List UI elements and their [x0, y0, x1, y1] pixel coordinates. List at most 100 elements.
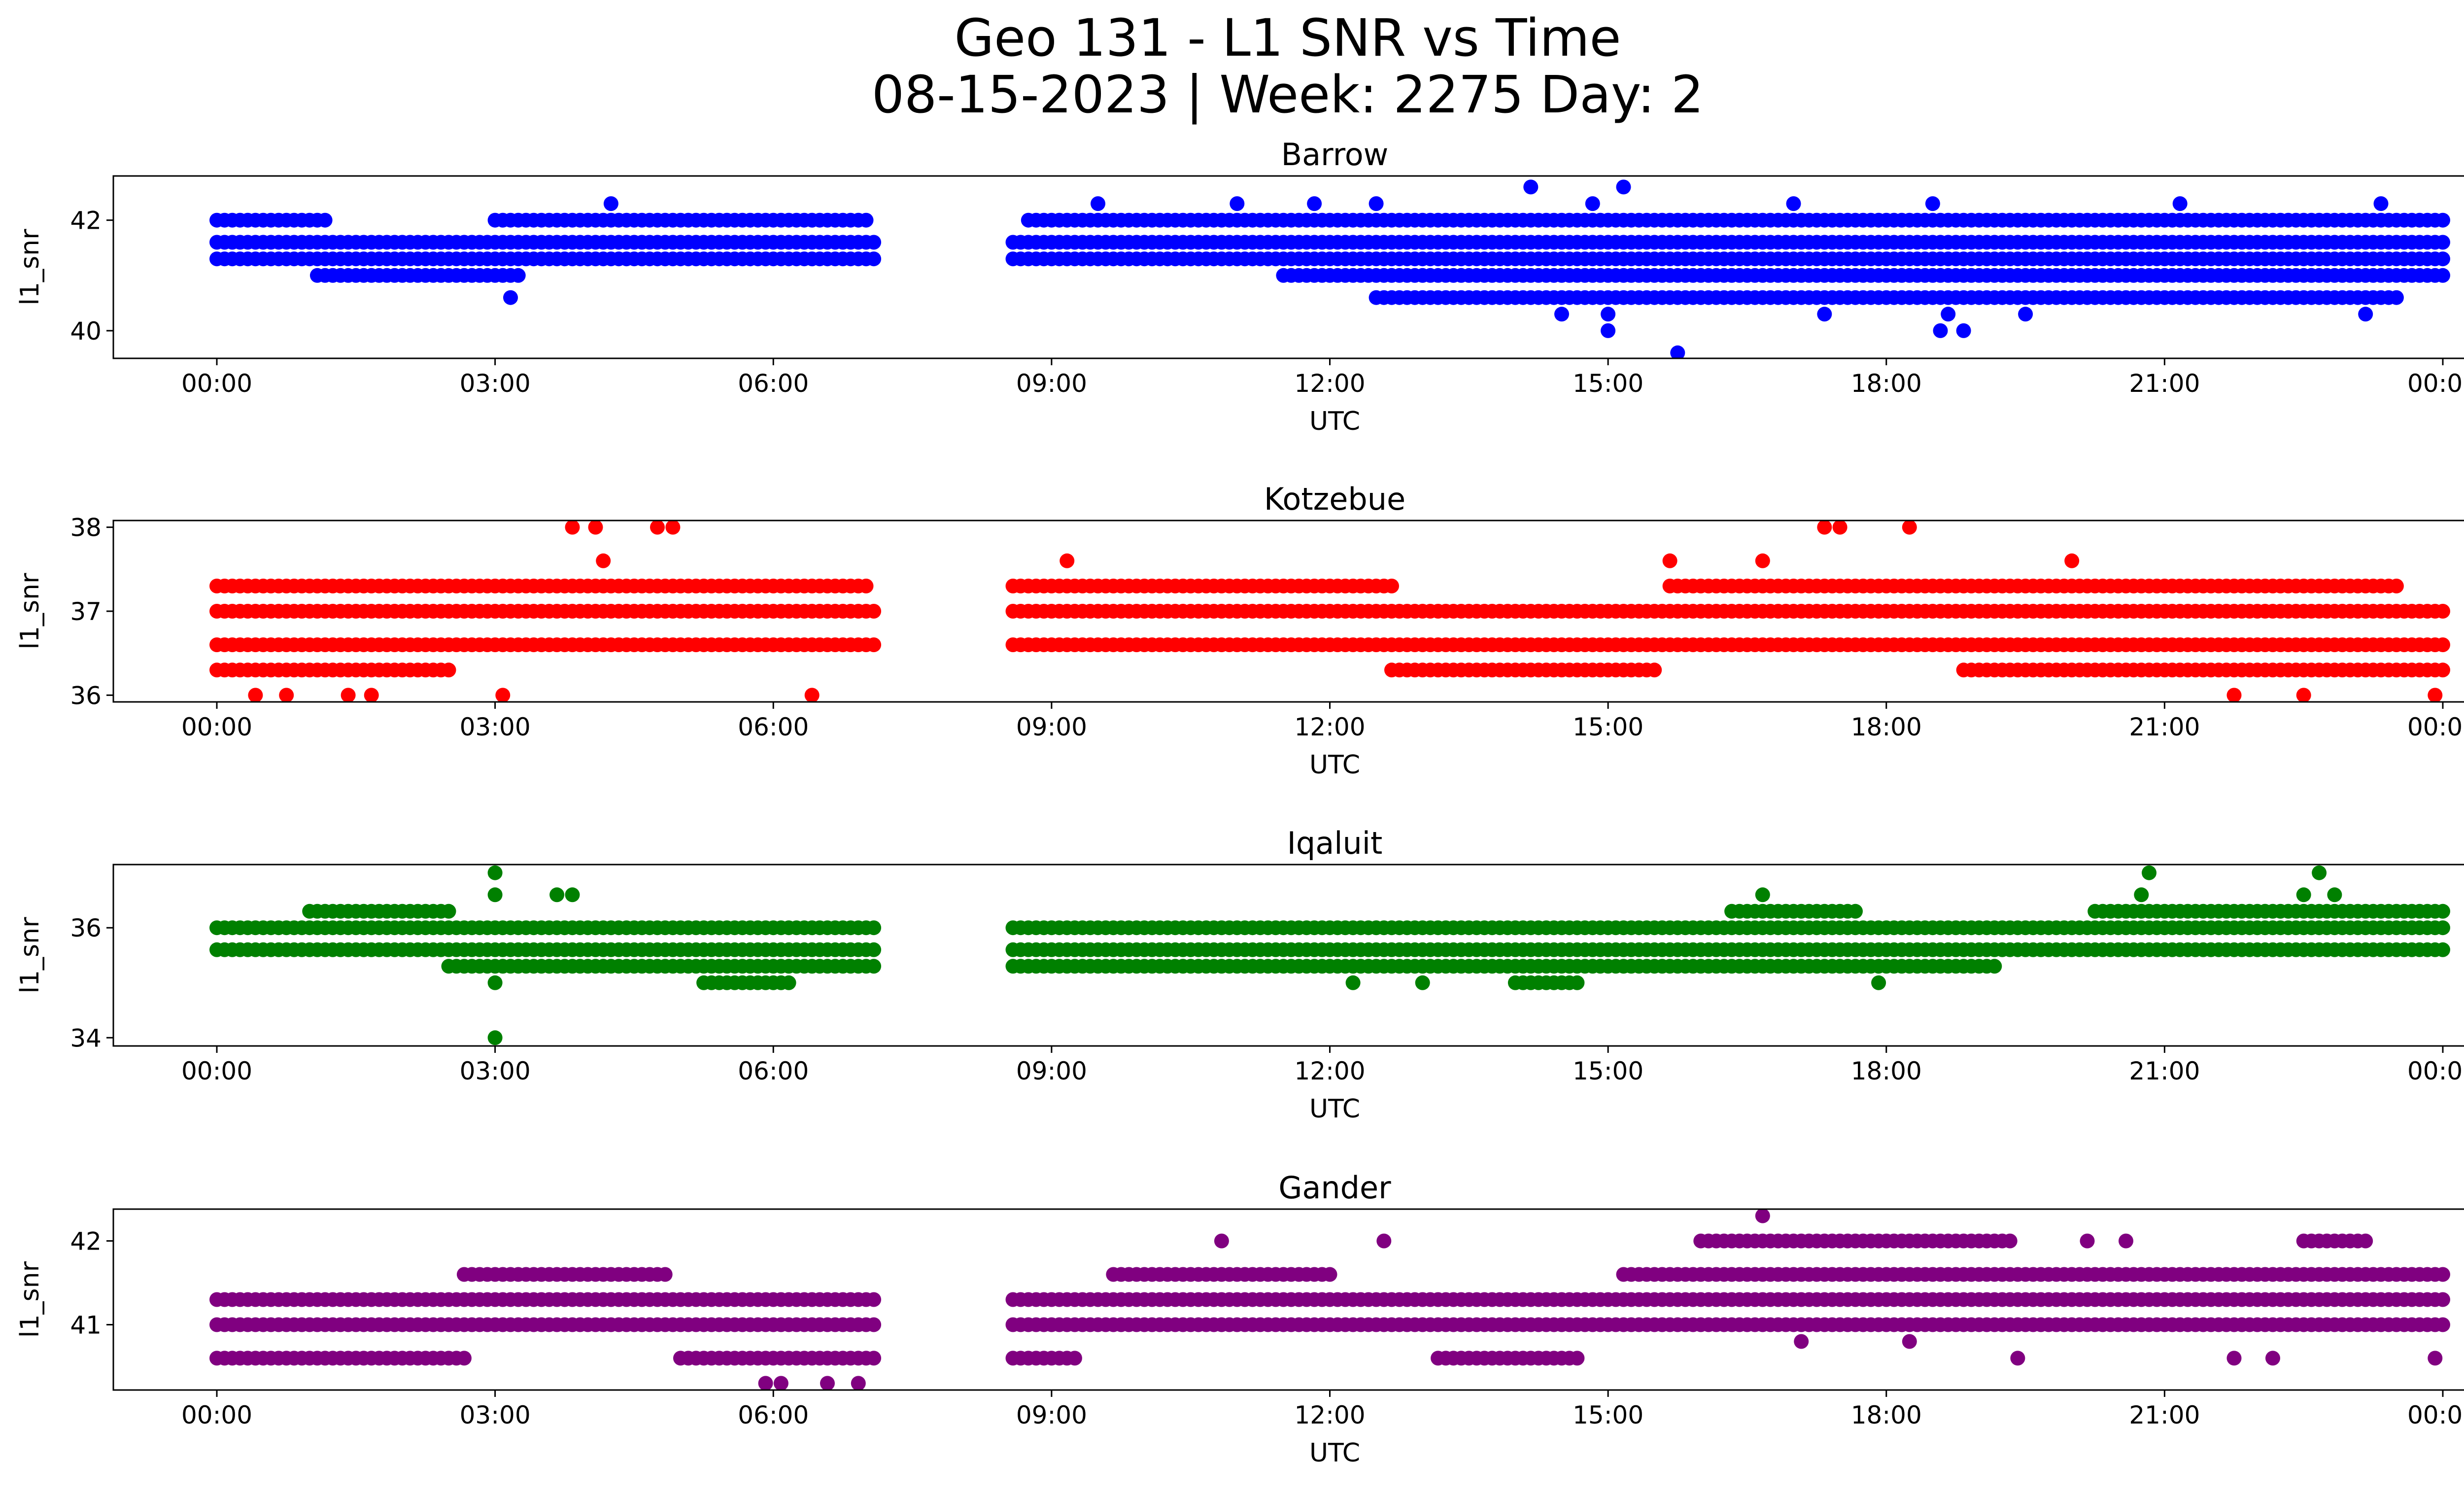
data-point: [1794, 1334, 1809, 1349]
x-tick-label: 09:00: [1016, 369, 1087, 398]
y-tick-label: 36: [70, 914, 102, 942]
x-tick-label: 12:00: [1294, 369, 1365, 398]
data-point: [364, 688, 379, 702]
data-point: [1585, 196, 1600, 211]
data-point: [1601, 307, 1616, 322]
data-point: [2435, 1317, 2450, 1332]
y-tick-label: 42: [70, 207, 102, 235]
data-point: [248, 688, 263, 702]
figure-title-line-1: Geo 131 - L1 SNR vs Time: [954, 8, 1621, 68]
axes-frame: [112, 1208, 2464, 1391]
x-tick-label: 03:00: [460, 1057, 531, 1085]
x-tick-label: 09:00: [1016, 1401, 1087, 1429]
data-point: [2226, 688, 2242, 702]
data-point: [588, 521, 603, 535]
data-point: [2435, 942, 2450, 957]
data-point: [1786, 196, 1801, 211]
data-point: [1647, 662, 1662, 678]
data-point: [2435, 212, 2450, 228]
x-tick-label: 06:00: [738, 713, 809, 741]
data-point: [2435, 920, 2450, 936]
data-point: [2119, 1233, 2133, 1249]
data-point: [2435, 235, 2450, 250]
data-point: [1601, 323, 1616, 338]
data-point: [1848, 904, 1863, 919]
x-tick-label: 12:00: [1294, 1401, 1365, 1429]
data-point: [2428, 1351, 2443, 1366]
x-tick-label: 06:00: [738, 1057, 809, 1085]
data-point: [487, 865, 503, 880]
data-point: [2296, 688, 2311, 702]
x-tick-label: 18:00: [1851, 1401, 1922, 1429]
y-axis-label: l1_snr: [15, 1261, 45, 1338]
data-point: [866, 637, 882, 653]
x-tick-label: 09:00: [1016, 713, 1087, 741]
x-tick-label: 06:00: [738, 1401, 809, 1429]
y-tick-label: 40: [70, 317, 102, 346]
y-tick-label: 41: [70, 1311, 102, 1339]
x-tick-label: 12:00: [1294, 1057, 1365, 1085]
data-point: [1871, 975, 1886, 990]
data-point: [1902, 521, 1917, 535]
data-point: [1214, 1233, 1229, 1249]
data-point: [1570, 1351, 1585, 1366]
x-tick-label: 00:00: [2407, 1057, 2464, 1085]
x-tick-label: 00:00: [181, 1057, 252, 1085]
y-axis-label: l1_snr: [15, 917, 45, 994]
panel-iqaluit: Iqaluit 00:00 03:00 06:00 09:00 12:00 15:00 18:…: [15, 825, 2464, 1124]
data-point: [866, 1317, 882, 1332]
data-point: [804, 688, 820, 702]
data-point: [487, 1030, 503, 1045]
data-point: [2435, 1292, 2450, 1307]
data-point: [1956, 323, 1971, 338]
x-tick-label: 18:00: [1851, 1057, 1922, 1085]
data-point: [2435, 251, 2450, 267]
data-point: [1902, 1334, 1917, 1349]
x-tick-label: 00:00: [181, 1401, 252, 1429]
data-point: [2358, 307, 2373, 322]
data-point: [1670, 345, 1685, 358]
axes-frame: [112, 864, 2464, 1047]
x-axis-label: UTC: [1309, 407, 1360, 436]
x-tick-label: 00:00: [181, 369, 252, 398]
data-point: [820, 1376, 835, 1390]
x-tick-label: 03:00: [460, 1401, 531, 1429]
data-point: [511, 268, 526, 283]
data-point: [1067, 1351, 1082, 1366]
data-point: [2435, 604, 2450, 619]
data-point: [1091, 196, 1105, 211]
y-tick-label: 34: [70, 1024, 102, 1052]
data-point: [1817, 521, 1832, 535]
data-point: [1230, 196, 1245, 211]
data-point: [1415, 975, 1430, 990]
x-tick-label: 21:00: [2129, 1057, 2200, 1085]
y-axis-label: l1_snr: [15, 573, 45, 650]
data-point: [781, 975, 796, 990]
data-point: [1755, 1209, 1770, 1223]
data-point: [1307, 196, 1322, 211]
data-point: [503, 290, 518, 305]
data-point: [866, 920, 882, 936]
data-point: [2010, 1351, 2025, 1366]
data-point: [596, 553, 611, 568]
data-point: [2435, 637, 2450, 653]
figure-title-line-2: 08-15-2023 | Week: 2275 Day: 2: [871, 65, 1704, 125]
data-point: [317, 212, 333, 228]
data-point: [2312, 865, 2327, 880]
data-point: [1987, 959, 2002, 974]
data-point: [657, 1267, 673, 1282]
x-tick-label: 15:00: [1573, 713, 1643, 741]
data-point: [858, 578, 874, 593]
data-point: [1570, 975, 1585, 990]
data-point: [549, 887, 565, 903]
data-point: [758, 1376, 773, 1390]
data-point: [2080, 1233, 2095, 1249]
data-point: [773, 1376, 788, 1390]
data-point: [650, 521, 665, 535]
y-axis-label: l1_snr: [15, 229, 45, 306]
x-tick-label: 18:00: [1851, 713, 1922, 741]
data-point: [1369, 196, 1384, 211]
data-point: [2327, 887, 2342, 903]
panel-barrow: Barrow 00:00 03:00 06:00 09:00 12:00 15:00 18:0…: [15, 137, 2464, 436]
